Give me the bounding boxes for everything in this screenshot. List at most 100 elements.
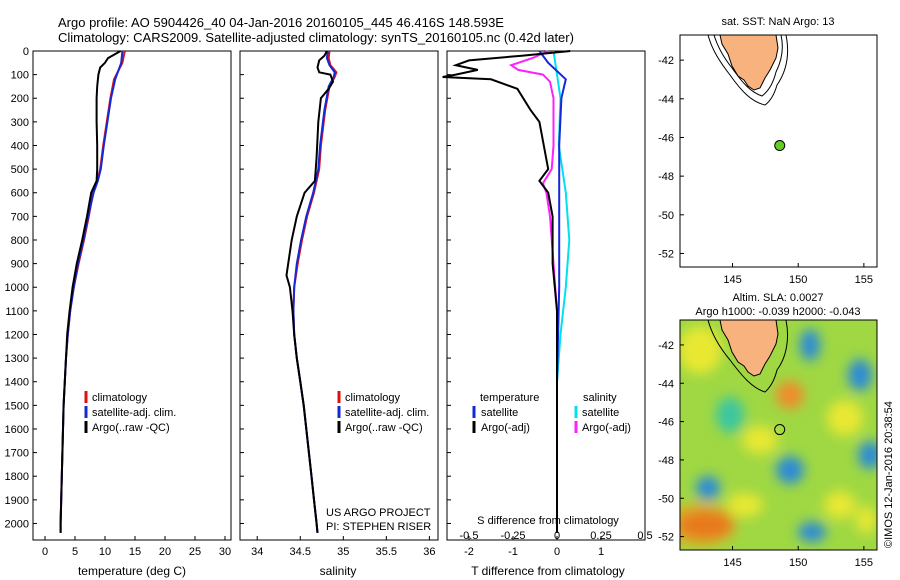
depth-tick-label: 1400 xyxy=(5,377,29,389)
map-y-tick-label: -52 xyxy=(658,532,674,544)
figure-title-line1: Argo profile: AO 5904426_40 04-Jan-2016 … xyxy=(58,15,504,30)
x-tick-label: 0 xyxy=(554,546,560,558)
series-line-temperature-argo-adj xyxy=(442,50,571,533)
depth-tick-label: 1700 xyxy=(5,448,29,460)
legend-label-satellite: satellite-adj. clim. xyxy=(345,407,429,419)
pi-annotation: PI: STEPHEN RISER xyxy=(326,521,431,533)
x-tick-label: 34 xyxy=(251,546,263,558)
series-line-salinity-satellite xyxy=(552,50,571,533)
map-x-tick-label: 150 xyxy=(789,557,807,569)
legend-label-climatology: climatology xyxy=(92,392,148,404)
x-tick-label: 0 xyxy=(42,546,48,558)
legend-label-climatology: climatology xyxy=(345,392,401,404)
map-y-tick-label: -46 xyxy=(658,417,674,429)
depth-axis-ticks: 0 100 200 300 400 500 600 700 800 900 1000 1100 1200… xyxy=(5,46,37,530)
legend-title-temperature: temperature xyxy=(480,392,539,404)
map-x-tick-label: 145 xyxy=(723,274,741,286)
shelf-contour-inner xyxy=(713,35,783,97)
map-x-tick-label: 155 xyxy=(855,557,873,569)
series-line-argo-raw-qc xyxy=(59,50,122,533)
depth-tick-label: 1500 xyxy=(5,400,29,412)
salinity-axis-label: salinity xyxy=(320,564,357,578)
x-tick-label: 34.5 xyxy=(290,546,311,558)
depth-tick-label: 1600 xyxy=(5,424,29,436)
sla-map-frame xyxy=(679,319,878,551)
depth-tick-label: 500 xyxy=(11,164,29,176)
legend-label-t-argo: Argo(-adj) xyxy=(481,422,530,434)
t-difference-axis-ticks: -2 -1 0 1 xyxy=(464,536,604,558)
s-diff-tick-label: 0.25 xyxy=(590,530,611,542)
tasmania-land xyxy=(719,35,779,91)
x-tick-label: 25 xyxy=(189,546,201,558)
sla-field xyxy=(680,320,877,550)
s-diff-tick-label: -0.25 xyxy=(500,530,525,542)
map-y-tick-label: -46 xyxy=(658,132,674,144)
difference-series xyxy=(442,50,571,533)
map-y-tick-label: -44 xyxy=(658,378,674,390)
x-tick-label: 15 xyxy=(129,546,141,558)
float-location-circle xyxy=(774,424,786,436)
temperature-panel: 0100200300400500600700800900100011001200… xyxy=(5,46,232,578)
x-tick-label: 10 xyxy=(99,546,111,558)
sla-map-title-line2: Argo h1000: -0.039 h2000: -0.043 xyxy=(695,306,860,318)
figure-title-line2: Climatology: CARS2009. Satellite-adjuste… xyxy=(58,30,574,45)
map-y-tick-label: -50 xyxy=(658,210,674,222)
legend-label-argo: Argo(..raw -QC) xyxy=(92,422,170,434)
map-y-tick-label: -42 xyxy=(658,340,674,352)
t-difference-axis-label: T difference from climatology xyxy=(471,564,625,578)
shelf-contour-outer xyxy=(707,35,789,106)
legend-title-salinity: salinity xyxy=(583,392,617,404)
depth-tick-label: 1200 xyxy=(5,329,29,341)
x-tick-label: 5 xyxy=(72,546,78,558)
s-diff-tick-label: 0.5 xyxy=(637,530,652,542)
map-x-tick-label: 150 xyxy=(789,274,807,286)
depth-tick-label: 1000 xyxy=(5,282,29,294)
map-y-tick-label: -50 xyxy=(658,493,674,505)
depth-tick-label: 100 xyxy=(11,70,29,82)
salinity-axis-ticks: 34 34.5 35 35.5 36 xyxy=(251,536,436,558)
legend-label-argo: Argo(..raw -QC) xyxy=(345,422,423,434)
sla-map-panel: Altim. SLA: 0.0027 Argo h1000: -0.039 h2… xyxy=(658,292,895,569)
map-y-tick-label: -48 xyxy=(658,455,674,467)
x-tick-label: 1 xyxy=(598,546,604,558)
s-difference-axis-ticks: -0.5 -0.25 0 0.25 0.5 xyxy=(460,530,653,542)
sst-map-panel: sat. SST: NaN Argo: 13 145 150 155 -42 -44 -4… xyxy=(658,16,878,286)
salinity-depth-ticks xyxy=(240,50,244,524)
temperature-plot-frame xyxy=(32,50,232,541)
temperature-legend: climatology satellite-adj. clim. Argo(..… xyxy=(84,391,176,434)
depth-tick-label: 700 xyxy=(11,211,29,223)
map-x-tick-label: 145 xyxy=(723,557,741,569)
salinity-panel: 34 34.5 35 35.5 36 climatology satellite-adj… xyxy=(239,50,439,578)
s-diff-tick-label: -0.5 xyxy=(460,530,479,542)
imos-credit: ©IMOS 12-Jan-2016 20:38:54 xyxy=(883,401,895,548)
depth-tick-label: 0 xyxy=(23,46,29,58)
sla-map-title-line1: Altim. SLA: 0.0027 xyxy=(732,292,823,304)
salinity-legend: climatology satellite-adj. clim. Argo(..… xyxy=(337,391,429,434)
depth-tick-label: 900 xyxy=(11,259,29,271)
depth-tick-label: 800 xyxy=(11,235,29,247)
map-y-tick-label: -48 xyxy=(658,171,674,183)
x-tick-label: 35 xyxy=(337,546,349,558)
difference-legend: temperature salinity satellite Argo(-adj… xyxy=(472,392,631,434)
sst-map-frame xyxy=(679,34,878,268)
series-line-argo-raw-qc xyxy=(285,50,335,533)
depth-tick-label: 1900 xyxy=(5,495,29,507)
depth-tick-label: 400 xyxy=(11,140,29,152)
depth-tick-label: 1800 xyxy=(5,471,29,483)
depth-tick-label: 600 xyxy=(11,188,29,200)
s-diff-tick-label: 0 xyxy=(554,530,560,542)
salinity-plot-frame xyxy=(239,50,439,541)
temperature-axis-ticks: 0 5 10 15 20 25 30 xyxy=(42,536,231,558)
sst-map-title: sat. SST: NaN Argo: 13 xyxy=(721,16,834,28)
temperature-axis-label: temperature (deg C) xyxy=(78,564,186,578)
depth-tick-label: 300 xyxy=(11,117,29,129)
map-y-tick-label: -44 xyxy=(658,94,674,106)
x-tick-label: -1 xyxy=(508,546,518,558)
x-tick-label: 36 xyxy=(423,546,435,558)
x-tick-label: 30 xyxy=(219,546,231,558)
float-location-marker xyxy=(774,140,786,152)
depth-tick-label: 1100 xyxy=(5,306,29,318)
legend-label-satellite: satellite-adj. clim. xyxy=(92,407,176,419)
project-annotation: US ARGO PROJECT xyxy=(326,507,431,519)
